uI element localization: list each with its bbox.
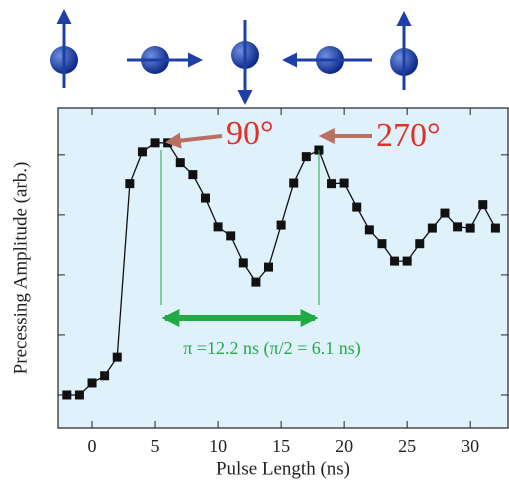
data-point — [175, 158, 185, 168]
data-point — [137, 147, 147, 157]
data-point — [440, 208, 450, 218]
y-axis-label: Precessing Amplitude (arb.) — [10, 162, 31, 375]
plot-area — [57, 107, 509, 429]
data-point — [289, 178, 299, 188]
plot: 0 5 10 15 20 25 30 — [58, 108, 508, 456]
data-point — [62, 390, 72, 400]
data-point — [415, 239, 425, 249]
data-point — [226, 231, 236, 241]
data-point — [352, 202, 362, 212]
data-point — [490, 223, 500, 233]
x-tick-label: 25 — [398, 436, 416, 456]
arrow-90 — [164, 132, 223, 149]
annotation: 90° — [226, 115, 274, 152]
data-point — [200, 193, 210, 203]
data-point — [100, 371, 110, 381]
data-point — [301, 152, 311, 162]
data-point — [264, 262, 274, 272]
spin-icons — [50, 9, 418, 105]
data-point — [390, 256, 400, 266]
annotation: π =12.2 ns (π/2 = 6.1 ns) — [183, 338, 360, 359]
x-tick-label: 5 — [151, 436, 160, 456]
data-point — [87, 378, 97, 388]
data-point — [327, 179, 337, 189]
x-tick-label: 10 — [209, 436, 227, 456]
data-point — [125, 179, 135, 189]
data-point — [465, 223, 475, 233]
data-point — [238, 258, 248, 268]
data-point — [188, 170, 198, 180]
data-point — [453, 222, 463, 232]
data-point — [74, 390, 84, 400]
annotation: 270° — [376, 117, 441, 154]
data-point — [112, 352, 122, 362]
data-point — [213, 222, 223, 232]
data-point — [339, 178, 349, 188]
x-tick-label: 15 — [272, 436, 290, 456]
data-point — [377, 239, 387, 249]
x-tick-label: 0 — [88, 436, 97, 456]
data-point — [402, 256, 412, 266]
data-point — [364, 225, 374, 235]
data-point — [276, 220, 286, 230]
x-tick-label: 20 — [335, 436, 353, 456]
data-point — [427, 223, 437, 233]
data-point — [150, 138, 160, 148]
data-point — [251, 277, 261, 287]
data-point — [478, 200, 488, 210]
x-axis-label: Pulse Length (ns) — [216, 458, 350, 479]
x-tick-label: 30 — [461, 436, 479, 456]
